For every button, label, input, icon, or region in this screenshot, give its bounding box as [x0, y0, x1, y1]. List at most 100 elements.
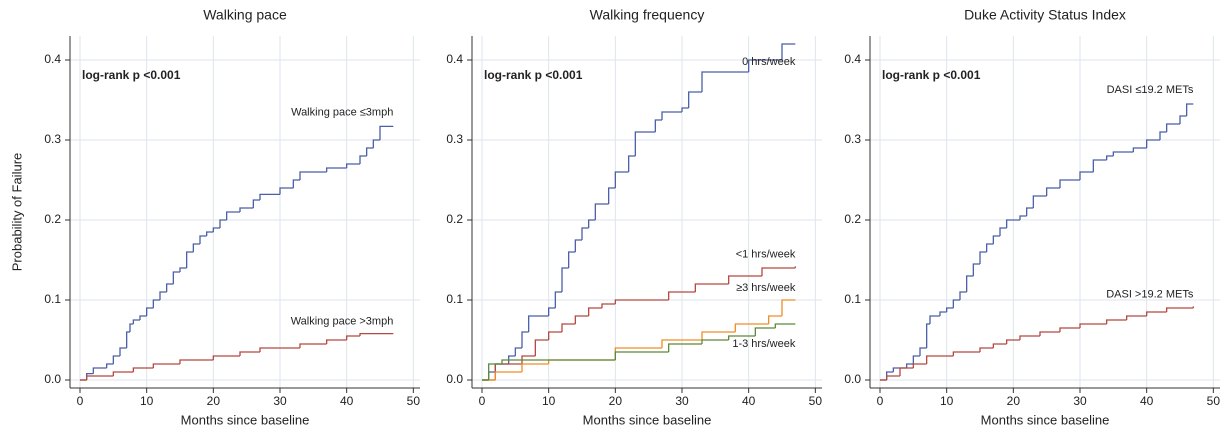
x-tick-label: 40 [742, 394, 756, 408]
step-segment [219, 219, 227, 228]
step-segment [494, 363, 509, 372]
step-segment [199, 235, 207, 244]
step-segment [192, 243, 200, 252]
x-tick-label: 0 [877, 394, 884, 408]
step-segment [1019, 335, 1040, 340]
y-tick-label: 0.2 [446, 212, 463, 226]
step-segment [139, 315, 147, 320]
step-segment [581, 227, 589, 240]
step-segment [179, 359, 214, 364]
step-segment [1186, 103, 1194, 116]
step-segment [1159, 131, 1167, 140]
step-segment [588, 307, 602, 316]
step-segment [152, 299, 160, 308]
x-tick-label: 20 [1007, 394, 1021, 408]
step-segment [912, 363, 927, 368]
y-tick-label: 0.3 [446, 132, 463, 146]
step-segment [359, 155, 367, 164]
step-segment [688, 91, 702, 108]
step-segment [1032, 195, 1047, 208]
step-segment [899, 367, 914, 376]
step-segment [1006, 339, 1020, 344]
step-segment [326, 167, 347, 172]
y-axis-label: Probability of Failure [9, 153, 24, 272]
step-segment [548, 307, 556, 316]
step-segment [1106, 155, 1114, 160]
step-segment [146, 307, 154, 316]
step-segment [694, 283, 729, 292]
step-segment [1106, 319, 1127, 324]
annotation: log-rank p <0.001 [484, 68, 583, 82]
step-segment [521, 331, 529, 348]
step-segment [574, 239, 582, 252]
step-segment [614, 299, 669, 304]
x-tick-label: 30 [675, 394, 689, 408]
step-segment [239, 351, 260, 356]
y-tick-label: 0.4 [446, 52, 463, 66]
step-segment [206, 231, 214, 236]
step-segment [86, 375, 114, 380]
x-tick-label: 10 [140, 394, 154, 408]
curve-label: DASI ≤19.2 METs [1107, 84, 1194, 96]
annotation: log-rank p <0.001 [82, 68, 181, 82]
y-tick-label: 0.2 [844, 212, 861, 226]
step-segment [259, 193, 280, 200]
step-segment [501, 359, 549, 364]
step-segment [594, 203, 609, 220]
step-segment [728, 335, 756, 340]
step-segment [92, 367, 107, 374]
chart-title: Walking pace [203, 7, 287, 23]
step-segment [1039, 331, 1060, 336]
y-tick-label: 0.1 [44, 292, 61, 306]
step-segment [299, 343, 327, 348]
step-segment [132, 319, 140, 324]
x-axis-label: Months since baseline [181, 412, 310, 427]
step-segment [926, 323, 930, 348]
x-tick-label: 10 [542, 394, 556, 408]
step-segment [574, 315, 589, 324]
step-segment [992, 343, 1007, 348]
step-segment [781, 299, 796, 316]
x-tick-label: 50 [1207, 394, 1221, 408]
step-segment [1059, 179, 1080, 188]
curve-label: Walking pace >3mph [291, 316, 394, 328]
step-segment [346, 335, 360, 340]
step-segment [508, 355, 516, 364]
step-segment [86, 372, 94, 380]
step-segment [561, 267, 569, 292]
y-tick-label: 0.4 [44, 52, 61, 66]
step-segment [634, 131, 656, 156]
x-tick-label: 30 [273, 394, 287, 408]
step-segment [614, 351, 669, 360]
x-tick-label: 0 [479, 394, 486, 408]
step-segment [172, 271, 180, 284]
step-segment [521, 363, 549, 372]
x-tick-label: 50 [809, 394, 823, 408]
step-segment [1146, 311, 1167, 316]
step-segment [946, 307, 954, 312]
x-tick-label: 10 [940, 394, 954, 408]
step-segment [568, 251, 576, 268]
x-tick-label: 20 [207, 394, 221, 408]
step-segment [614, 171, 629, 188]
step-segment [1166, 123, 1180, 132]
step-segment [919, 347, 927, 356]
step-segment [292, 179, 300, 188]
x-tick-label: 30 [1073, 394, 1087, 408]
step-segment [179, 267, 187, 272]
step-segment [494, 371, 522, 380]
step-segment [588, 219, 596, 228]
step-segment [952, 351, 980, 356]
step-segment [1092, 159, 1107, 172]
y-tick-label: 0.3 [844, 132, 861, 146]
step-segment [1006, 219, 1020, 228]
series [482, 323, 796, 381]
step-segment [166, 283, 174, 292]
step-segment [534, 339, 549, 356]
step-segment [521, 355, 536, 364]
x-tick-label: 40 [340, 394, 354, 408]
step-segment [554, 291, 562, 308]
step-segment [379, 125, 394, 140]
step-segment [979, 347, 994, 352]
